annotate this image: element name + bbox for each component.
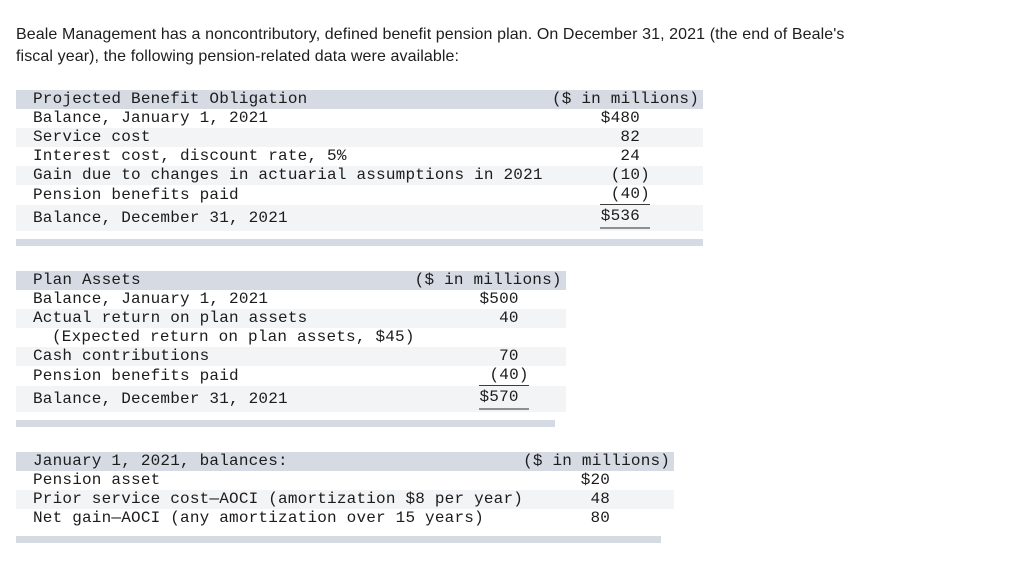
row-value: (40) (550, 185, 703, 205)
row-value: 80 (590, 509, 611, 527)
row-label: Pension benefits paid (33, 185, 239, 204)
row-label: Cash contributions (16, 347, 415, 366)
table-header-row: January 1, 2021, balances: ($ in million… (16, 452, 675, 471)
table-row: (Expected return on plan assets, $45) (16, 328, 566, 347)
row-label: Balance, December 31, 2021 (16, 386, 415, 412)
table-title: January 1, 2021, balances: (16, 452, 524, 471)
table-row: Gain due to changes in actuarial assumpt… (16, 166, 703, 185)
table-title: Projected Benefit Obligation (16, 90, 550, 109)
table-header-row: Plan Assets ($ in millions) (16, 271, 566, 290)
row-value: $500 (479, 290, 519, 308)
row-value: 40 (414, 309, 566, 328)
row-value: 48 (523, 490, 675, 509)
table-end-bar (16, 420, 555, 427)
unit-label: ($ in millions) (549, 90, 703, 109)
row-value: $480 (600, 109, 640, 127)
balances-table: January 1, 2021, balances: ($ in million… (16, 452, 675, 528)
row-label: Balance, January 1, 2021 (33, 290, 269, 308)
row-label: Balance, December 31, 2021 (16, 205, 550, 231)
row-value (415, 328, 566, 347)
unit-label: ($ in millions) (414, 271, 566, 290)
row-value: (10) (549, 166, 703, 185)
pbo-table: Projected Benefit Obligation ($ in milli… (16, 90, 703, 231)
row-label: Net gain—AOCI (any amortization over 15 … (33, 509, 484, 527)
table-row: Balance, January 1, 2021 $480 (16, 109, 703, 128)
table-total-row: Balance, December 31, 2021 $536 (16, 205, 703, 231)
table-title: Plan Assets (16, 271, 415, 290)
table-row: Pension benefits paid (40) (16, 366, 566, 386)
intro-text: Beale Management has a noncontributory, … (16, 24, 1008, 68)
row-value: 70 (414, 347, 566, 366)
intro-line-1: Beale Management has a noncontributory, … (16, 26, 845, 43)
row-value: $570 (414, 386, 566, 412)
plan-assets-section: Plan Assets ($ in millions) Balance, Jan… (16, 271, 1008, 427)
intro-line-2: fiscal year), the following pension-rela… (16, 48, 460, 65)
row-value: 24 (620, 147, 640, 165)
table-row: Prior service cost—AOCI (amortization $8… (16, 490, 675, 509)
row-label: Gain due to changes in actuarial assumpt… (16, 166, 550, 185)
table-row: Balance, January 1, 2021 $500 (16, 290, 566, 309)
row-label: Service cost (16, 128, 550, 147)
table-row: Cash contributions 70 (16, 347, 566, 366)
table-row: Actual return on plan assets 40 (16, 309, 566, 328)
table-total-row: Balance, December 31, 2021 $570 (16, 386, 566, 412)
table-header-row: Projected Benefit Obligation ($ in milli… (16, 90, 703, 109)
row-value: (40) (415, 366, 566, 386)
row-label: (Expected return on plan assets, $45) (52, 328, 415, 346)
row-label: Actual return on plan assets (16, 309, 415, 328)
row-label: Pension asset (33, 471, 161, 489)
row-value: $536 (549, 205, 703, 231)
balances-section: January 1, 2021, balances: ($ in million… (16, 452, 1008, 543)
page-root: Beale Management has a noncontributory, … (16, 24, 1008, 543)
row-label: Balance, January 1, 2021 (33, 109, 269, 127)
pbo-section: Projected Benefit Obligation ($ in milli… (16, 90, 1008, 246)
table-row: Pension benefits paid (40) (16, 185, 703, 205)
row-label: Pension benefits paid (33, 366, 239, 385)
row-label: Interest cost, discount rate, 5% (33, 147, 347, 165)
plan-assets-table: Plan Assets ($ in millions) Balance, Jan… (16, 271, 566, 412)
row-value: $20 (580, 471, 611, 489)
table-row: Interest cost, discount rate, 5% 24 (16, 147, 703, 166)
row-value: 82 (549, 128, 703, 147)
table-end-bar (16, 239, 703, 246)
table-row: Pension asset $20 (16, 471, 674, 490)
table-end-bar (16, 536, 661, 543)
table-row: Net gain—AOCI (any amortization over 15 … (16, 509, 674, 528)
unit-label: ($ in millions) (523, 452, 675, 471)
table-row: Service cost 82 (16, 128, 703, 147)
row-label: Prior service cost—AOCI (amortization $8… (16, 490, 524, 509)
